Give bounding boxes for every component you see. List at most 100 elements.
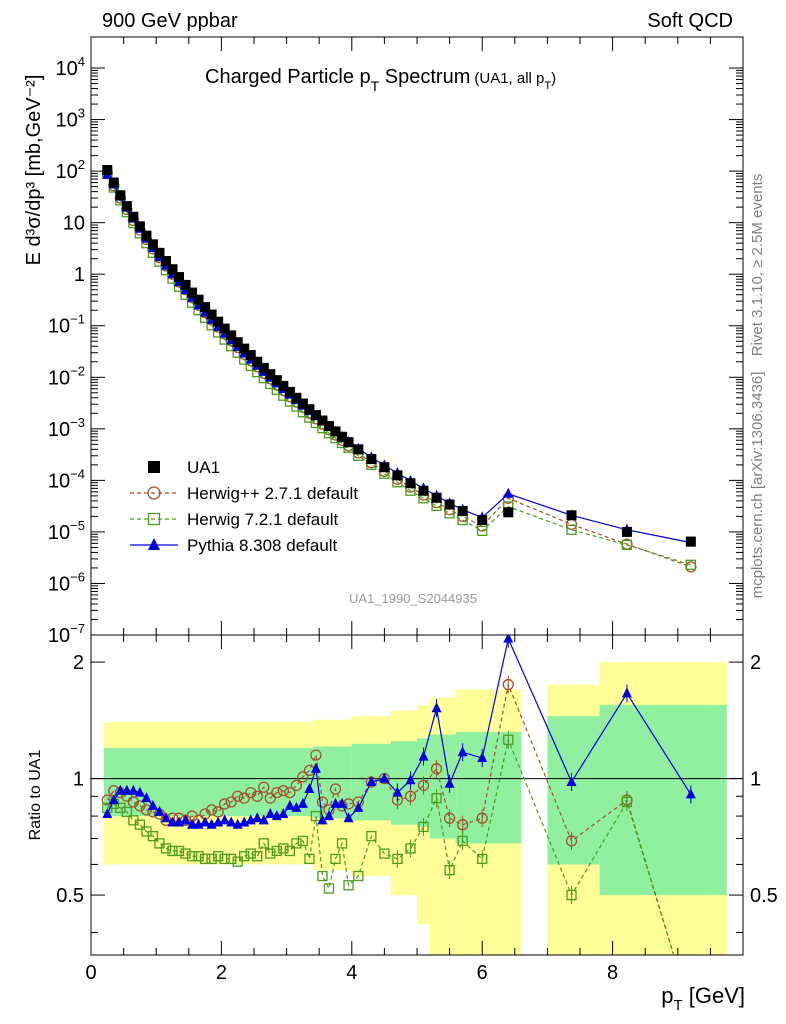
herwig-2-7-1-default-ratio-point bbox=[430, 763, 443, 775]
herwig-7-2-1-default-point bbox=[477, 525, 488, 536]
herwig-7-2-1-default-ratio-point bbox=[147, 830, 159, 842]
ua1-point bbox=[503, 507, 514, 518]
herwig-7-2-1-default-ratio-point bbox=[330, 853, 341, 865]
pythia-8-308-default-point bbox=[503, 487, 514, 498]
herwig-7-2-1-default-ratio-point bbox=[353, 870, 364, 882]
herwig-2-7-1-default-ratio-point bbox=[140, 804, 153, 816]
herwig-2-7-1-default-ratio-point bbox=[565, 835, 578, 847]
legend-label-ua1: UA1 bbox=[187, 458, 220, 477]
ua1-point bbox=[115, 190, 126, 201]
ua1-point bbox=[379, 462, 390, 473]
ua1-point bbox=[405, 478, 416, 489]
y-tick-label: 10−1 bbox=[48, 312, 85, 338]
ua1-point bbox=[141, 230, 152, 241]
herwig-7-2-1-default-ratio-point bbox=[173, 845, 185, 857]
pythia-8-308-default-ratio-point bbox=[343, 812, 354, 823]
herwig-2-7-1-default-ratio-point bbox=[271, 786, 283, 799]
ua1-point bbox=[431, 492, 442, 503]
ua1-point bbox=[252, 356, 263, 367]
herwig-7-2-1-default-ratio-point bbox=[366, 830, 377, 842]
ratio-y-axis-label: Ratio to UA1 bbox=[27, 750, 44, 841]
pythia-8-308-default-ratio-point bbox=[310, 762, 321, 773]
main-y-axis-label: E d³σ/dp³ [mb,GeV⁻²] bbox=[23, 75, 45, 266]
x-tick-label: 4 bbox=[346, 962, 357, 984]
ua1-point bbox=[265, 369, 276, 380]
herwig-2-7-1-default-ratio-point bbox=[232, 790, 244, 802]
herwig-7-2-1-default-ratio-point bbox=[343, 880, 354, 891]
herwig-7-2-1-default-ratio-point bbox=[160, 843, 172, 854]
herwig-7-2-1-default-ratio-point bbox=[239, 851, 250, 862]
pythia-8-308-default-ratio-point bbox=[317, 814, 328, 825]
header-left: 900 GeV ppbar bbox=[102, 10, 238, 32]
ratio-series-layer bbox=[101, 635, 696, 1017]
y-tick-label: 10−7 bbox=[48, 621, 85, 647]
ua1-point bbox=[134, 221, 145, 232]
ua1-point bbox=[271, 375, 282, 386]
ratio-y-tick-label-right: 0.5 bbox=[750, 885, 778, 907]
herwig-2-7-1-default-ratio-point bbox=[456, 819, 469, 831]
legend-marker-herwig-7-2-1-default bbox=[147, 512, 161, 526]
herwig-7-2-1-default-ratio-line bbox=[106, 737, 675, 955]
pythia-8-308-default-ratio-point bbox=[304, 782, 315, 793]
herwig-7-2-1-default-ratio-point bbox=[271, 845, 282, 857]
legend-marker-herwig-2-7-1-default bbox=[147, 486, 161, 500]
herwig-2-7-1-default-ratio-line bbox=[106, 682, 675, 955]
pythia-8-308-default-ratio-point bbox=[337, 797, 348, 808]
pythia-8-308-default-ratio-point bbox=[102, 807, 113, 818]
herwig-2-7-1-default-ratio-point bbox=[284, 786, 296, 799]
ua1-point bbox=[337, 431, 348, 442]
pythia-8-308-default-ratio-point bbox=[685, 788, 696, 799]
ua1-point bbox=[128, 211, 139, 222]
pythia-8-308-default-ratio-point bbox=[477, 752, 488, 763]
inner-uncertainty-band bbox=[599, 704, 727, 896]
x-tick-label: 0 bbox=[85, 962, 96, 984]
herwig-7-2-1-default-ratio-point bbox=[379, 848, 390, 859]
pythia-8-308-default-ratio-point bbox=[121, 784, 132, 795]
herwig-7-2-1-default-ratio-point bbox=[252, 851, 263, 862]
pythia-8-308-default-ratio-point bbox=[405, 774, 416, 785]
herwig-2-7-1-default-line bbox=[106, 172, 692, 568]
ua1-point bbox=[284, 386, 295, 397]
herwig-7-2-1-default-point bbox=[621, 539, 633, 551]
herwig-7-2-1-default-ratio-point bbox=[193, 851, 204, 862]
herwig-7-2-1-default-ratio-point bbox=[392, 853, 403, 865]
pythia-8-308-default-ratio-point bbox=[392, 786, 403, 797]
ua1-point bbox=[621, 526, 632, 537]
herwig-7-2-1-default-ratio-point bbox=[121, 806, 133, 818]
ua1-point bbox=[291, 392, 302, 403]
herwig-7-2-1-default-ratio-point bbox=[566, 889, 577, 901]
herwig-2-7-1-default-ratio-point bbox=[258, 781, 270, 793]
inner-uncertainty-band bbox=[547, 716, 600, 865]
pythia-8-308-default-ratio-point bbox=[219, 814, 230, 825]
pythia-8-308-default-ratio-point bbox=[444, 777, 455, 788]
ua1-point bbox=[206, 309, 217, 320]
ua1-point bbox=[160, 256, 171, 267]
herwig-7-2-1-default-ratio-point bbox=[418, 821, 429, 833]
herwig-2-7-1-default-ratio-point bbox=[686, 1007, 696, 1017]
herwig-2-7-1-default-ratio-point bbox=[443, 812, 456, 824]
pythia-8-308-default-ratio-point bbox=[258, 814, 269, 825]
ratio-series-clip bbox=[101, 635, 696, 1017]
ua1-point bbox=[147, 239, 158, 250]
chart-title: Charged Particle pT Spectrum (UA1, all pT… bbox=[205, 66, 556, 94]
pythia-8-308-default-ratio-point bbox=[252, 812, 263, 823]
bands-group bbox=[104, 662, 727, 955]
herwig-2-7-1-default-ratio-point bbox=[251, 790, 263, 802]
ua1-point bbox=[310, 410, 321, 421]
ua1-point bbox=[219, 323, 230, 334]
herwig-7-2-1-default-ratio-point bbox=[304, 853, 315, 865]
analysis-watermark: UA1_1990_S2044935 bbox=[349, 591, 477, 606]
ua1-point bbox=[193, 294, 204, 305]
ua1-point bbox=[174, 272, 185, 283]
ua1-point bbox=[226, 330, 237, 341]
pythia-8-308-default-ratio-point bbox=[154, 805, 165, 816]
herwig-7-2-1-default-ratio-point bbox=[180, 848, 191, 859]
pythia-8-308-default-ratio-point bbox=[167, 816, 178, 827]
ua1-point bbox=[258, 362, 269, 373]
herwig-7-2-1-default-ratio-point bbox=[431, 793, 442, 804]
pythia-8-308-default-ratio-point bbox=[353, 801, 364, 812]
herwig-2-7-1-default-ratio-point bbox=[264, 792, 276, 804]
herwig-7-2-1-default-ratio-point bbox=[258, 838, 269, 849]
ua1-point bbox=[566, 510, 577, 521]
